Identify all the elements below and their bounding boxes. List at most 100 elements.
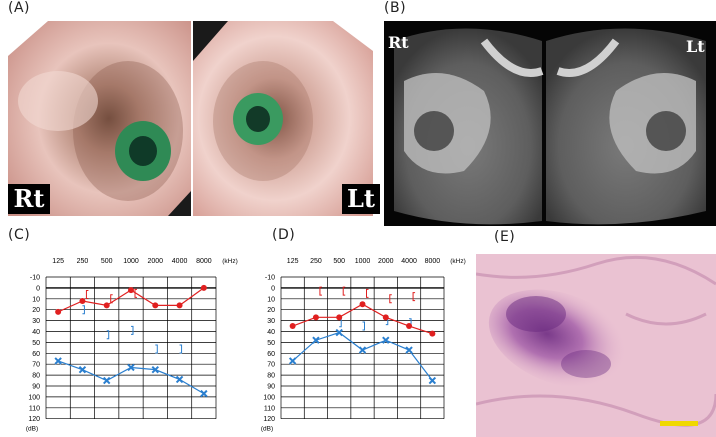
air-conduction-right-point <box>289 323 296 330</box>
air-conduction-right-point <box>382 314 389 321</box>
db-tick-label: 120 <box>28 416 40 423</box>
air-conduction-right-point <box>55 308 62 315</box>
air-conduction-left-point <box>175 375 184 384</box>
db-tick-label: 80 <box>32 373 40 380</box>
ct-scan-image: Rt Lt <box>384 21 716 226</box>
db-tick-label: 120 <box>263 416 275 423</box>
bone-conduction-right-marker <box>389 294 392 304</box>
air-conduction-left-point <box>428 376 437 385</box>
freq-tick-label: 500 <box>101 258 113 265</box>
freq-tick-label: 1000 <box>355 258 371 265</box>
air-conduction-right-point <box>429 330 436 337</box>
db-tick-label: 50 <box>32 340 40 347</box>
db-tick-label: 10 <box>32 296 40 303</box>
freq-tick-label: 2000 <box>147 258 163 265</box>
db-tick-label: -10 <box>265 275 275 282</box>
db-tick-label: 70 <box>267 362 275 369</box>
bone-conduction-right-marker <box>134 288 137 298</box>
bone-conduction-left-marker <box>362 321 365 331</box>
bone-conduction-right-marker <box>319 286 322 296</box>
freq-tick-label: 125 <box>52 258 64 265</box>
db-tick-label: 20 <box>32 307 40 314</box>
freq-tick-label: 1000 <box>123 258 139 265</box>
air-conduction-left-point <box>312 336 320 344</box>
panel-label-a: (A) <box>8 0 31 16</box>
air-conduction-left-point <box>54 357 62 365</box>
air-conduction-left-point <box>405 346 413 354</box>
bone-conduction-left-marker <box>155 344 158 354</box>
bone-conduction-left-marker <box>179 344 183 354</box>
scale-bar <box>660 421 698 426</box>
air-conduction-right-point <box>359 301 366 308</box>
freq-tick-label: 250 <box>77 258 89 265</box>
bone-conduction-left-marker <box>82 305 85 315</box>
air-conduction-right-point <box>103 302 110 309</box>
air-conduction-left-point <box>358 346 367 354</box>
air-conduction-left-point <box>288 357 297 365</box>
db-tick-label: 100 <box>263 394 275 401</box>
freq-unit-label: (kHz) <box>222 258 238 265</box>
ct-left-tag: Lt <box>686 37 705 56</box>
db-tick-label: 30 <box>267 318 275 325</box>
db-tick-label: 20 <box>267 307 275 314</box>
db-tick-label: 60 <box>267 351 275 358</box>
panel-label-b: (B) <box>384 0 407 16</box>
db-tick-label: 80 <box>267 373 275 380</box>
db-unit-label: (dB) <box>26 426 38 433</box>
air-conduction-right-point <box>406 323 413 330</box>
db-tick-label: 110 <box>29 405 40 412</box>
db-tick-label: 90 <box>267 384 275 391</box>
db-tick-label: 40 <box>267 329 275 336</box>
freq-tick-label: 2000 <box>378 258 394 265</box>
panel-label-e: (E) <box>494 229 516 245</box>
db-tick-label: 70 <box>32 362 40 369</box>
air-conduction-right-point <box>312 314 319 321</box>
db-tick-label: 100 <box>28 394 40 401</box>
air-conduction-left-point <box>127 363 135 372</box>
db-tick-label: 110 <box>264 405 275 412</box>
air-conduction-left-point <box>103 376 111 385</box>
panel-label-d: (D) <box>272 227 296 243</box>
bone-conduction-right-marker <box>342 286 346 296</box>
otoscopy-right-tag: Rt <box>8 184 50 214</box>
panel-label-c: (C) <box>8 227 31 243</box>
air-conduction-right-point <box>128 287 134 294</box>
bone-conduction-right-marker <box>366 288 369 298</box>
air-conduction-right-point <box>152 302 159 309</box>
freq-tick-label: 4000 <box>401 258 417 265</box>
air-conduction-left-point <box>335 328 343 337</box>
bone-conduction-right-marker <box>85 289 89 299</box>
ct-right-tag: Rt <box>388 33 409 52</box>
freq-tick-label: 8000 <box>425 258 441 265</box>
freq-tick-label: 250 <box>310 258 322 265</box>
audiogram-c: 125 250 500 1000 2000 4000 8000 (kHz) -10 0 10 20 30… <box>26 258 238 433</box>
db-tick-label: 40 <box>32 329 40 336</box>
db-tick-label: 50 <box>267 340 275 347</box>
db-tick-label: -10 <box>30 275 40 282</box>
otoscopy-left-ear-image <box>193 21 373 216</box>
db-tick-label: 0 <box>271 285 275 292</box>
air-conduction-left-point <box>382 336 390 344</box>
air-conduction-left-point <box>78 365 87 374</box>
audiogram-d: 125 250 500 1000 2000 4000 8000 (kHz) -10 0 10 20 30… <box>261 258 466 433</box>
freq-tick-label: 4000 <box>172 258 188 265</box>
air-conduction-right-point <box>200 284 207 291</box>
otoscopy-left-tag: Lt <box>342 184 380 214</box>
air-conduction-left-line <box>292 331 433 381</box>
otoscopy-right-ear-image <box>8 21 191 216</box>
db-tick-label: 0 <box>36 285 40 292</box>
db-tick-label: 10 <box>267 296 275 303</box>
bone-conduction-left-marker <box>106 330 110 340</box>
db-tick-label: 60 <box>32 351 40 358</box>
bone-conduction-left-marker <box>131 325 134 335</box>
freq-tick-label: 500 <box>333 258 345 265</box>
air-conduction-right-point <box>176 302 183 309</box>
db-unit-label: (dB) <box>261 426 273 433</box>
freq-tick-label: 125 <box>287 258 299 265</box>
db-tick-label: 90 <box>32 384 40 391</box>
air-conduction-right-point <box>336 314 343 321</box>
air-conduction-left-point <box>151 365 159 374</box>
bone-conduction-right-marker <box>412 292 416 302</box>
freq-unit-label: (kHz) <box>450 258 466 265</box>
db-tick-label: 30 <box>32 318 40 325</box>
